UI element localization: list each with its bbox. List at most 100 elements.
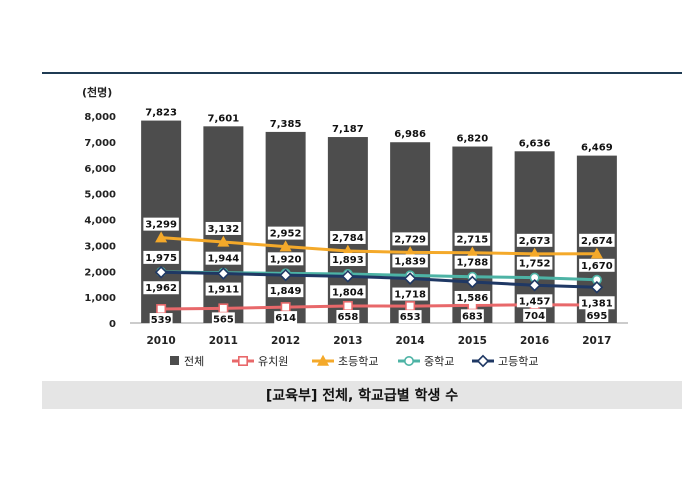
data-label-middle-school-bg (392, 254, 428, 268)
data-label-middle-school-bg (267, 252, 304, 266)
legend-elementary-label: 초등학교 (338, 355, 378, 368)
data-label-kindergarten-bg (211, 312, 235, 326)
y-tick-label: 6,000 (84, 164, 116, 175)
y-tick-label: 1,000 (84, 293, 116, 304)
bar-data-label-bg (205, 111, 242, 125)
data-label-middle-school-bg (330, 253, 366, 267)
data-label-kindergarten: 653 (400, 312, 421, 323)
data-label-middle-school-bg (205, 251, 242, 265)
legend-kindergarten-marker (238, 355, 249, 366)
data-label-kindergarten: 658 (337, 312, 358, 323)
legend-high-school-label: 고등학교 (498, 355, 538, 368)
data-label-kindergarten-bg (585, 309, 609, 323)
x-tick-label: 2012 (271, 335, 300, 347)
bar-data-label-bg (454, 131, 491, 145)
marker-high-school (154, 265, 168, 279)
bar-data-label: 6,986 (394, 129, 426, 140)
data-label-elementary-bg (205, 221, 242, 235)
bar-data-label-bg (579, 140, 615, 154)
data-label-middle-school: 1,788 (457, 258, 489, 269)
top-rule (42, 72, 682, 74)
data-label-elementary-bg (579, 233, 615, 247)
marker-kindergarten (405, 301, 416, 312)
data-label-kindergarten: 539 (151, 315, 172, 326)
data-label-kindergarten: 695 (586, 311, 607, 322)
legend-total-label: 전체 (184, 355, 204, 368)
data-label-high-school: 1,586 (457, 293, 489, 304)
data-label-high-school: 1,804 (332, 287, 364, 298)
bar-data-label: 7,385 (270, 119, 302, 130)
x-tick-label: 2013 (333, 335, 362, 347)
data-label-elementary-bg (267, 226, 304, 240)
marker-elementary (155, 231, 168, 243)
data-label-high-school: 1,849 (270, 286, 302, 297)
marker-high-school (528, 278, 541, 292)
data-label-kindergarten: 683 (462, 311, 483, 322)
data-label-middle-school: 1,752 (519, 259, 551, 270)
data-label-elementary-bg (143, 217, 179, 231)
data-label-high-school-bg (454, 290, 491, 304)
data-label-middle-school: 1,944 (208, 254, 240, 265)
legend-elementary-marker (316, 354, 330, 366)
line-high-school (161, 270, 597, 289)
data-label-high-school-bg (205, 282, 242, 296)
caption-bar: [교육부] 전체, 학교급별 학생 수 (42, 381, 682, 409)
marker-high-school (466, 275, 479, 289)
data-label-elementary: 2,784 (332, 233, 364, 244)
marker-elementary (217, 235, 230, 247)
marker-high-school (217, 267, 230, 280)
bar-data-label-bg (330, 122, 366, 136)
y-tick-label: 2,000 (84, 267, 116, 278)
data-label-middle-school-bg (454, 255, 491, 269)
marker-kindergarten (218, 303, 229, 314)
marker-high-school (403, 272, 417, 285)
data-label-middle-school: 1,920 (270, 254, 302, 265)
data-label-high-school-bg (579, 296, 615, 310)
data-label-elementary-bg (330, 230, 366, 244)
marker-elementary (279, 240, 292, 252)
legend-middle-school-label: 중학교 (424, 355, 454, 368)
data-label-elementary-bg (454, 232, 491, 246)
data-label-high-school: 1,962 (145, 283, 177, 294)
data-label-middle-school: 1,893 (332, 255, 364, 266)
data-label-high-school-bg (392, 287, 428, 301)
x-tick-label: 2017 (582, 335, 611, 347)
data-label-kindergarten-bg (460, 309, 484, 323)
line-elementary (161, 236, 597, 256)
data-label-elementary: 2,952 (270, 229, 302, 240)
data-label-kindergarten-bg (274, 311, 298, 325)
data-label-high-school-bg (267, 284, 304, 298)
data-label-high-school: 1,718 (394, 290, 426, 301)
marker-kindergarten (156, 304, 167, 315)
data-label-elementary: 2,673 (519, 236, 551, 247)
data-label-kindergarten: 565 (213, 314, 234, 325)
data-label-kindergarten-bg (398, 310, 422, 324)
x-tick-label: 2016 (520, 335, 549, 347)
x-tick-label: 2014 (396, 335, 425, 347)
data-label-high-school-bg (143, 281, 179, 295)
y-tick-label: 7,000 (84, 138, 116, 149)
bar-data-label-bg (143, 105, 179, 119)
bar-data-label-bg (516, 136, 553, 150)
marker-kindergarten (342, 300, 353, 311)
bar-data-label: 6,636 (519, 138, 551, 149)
x-tick-label: 2011 (209, 335, 238, 347)
data-label-middle-school-bg (579, 258, 615, 272)
data-label-elementary: 3,132 (208, 224, 240, 235)
x-tick-label: 2015 (458, 335, 487, 347)
x-tick-label: 2010 (147, 335, 176, 347)
data-label-kindergarten: 704 (524, 311, 545, 322)
data-label-high-school-bg (330, 285, 366, 299)
marker-kindergarten (280, 302, 291, 313)
marker-high-school (341, 269, 355, 283)
y-tick-label: 3,000 (84, 241, 116, 252)
y-unit-label: (천명) (82, 85, 112, 99)
data-label-elementary-bg (392, 232, 428, 246)
data-label-kindergarten: 614 (275, 313, 296, 324)
data-label-high-school: 1,911 (208, 285, 240, 296)
y-tick-label: 0 (109, 319, 116, 330)
data-label-middle-school-bg (143, 250, 179, 264)
bar-data-label-bg (267, 116, 304, 130)
y-tick-label: 8,000 (84, 112, 116, 123)
